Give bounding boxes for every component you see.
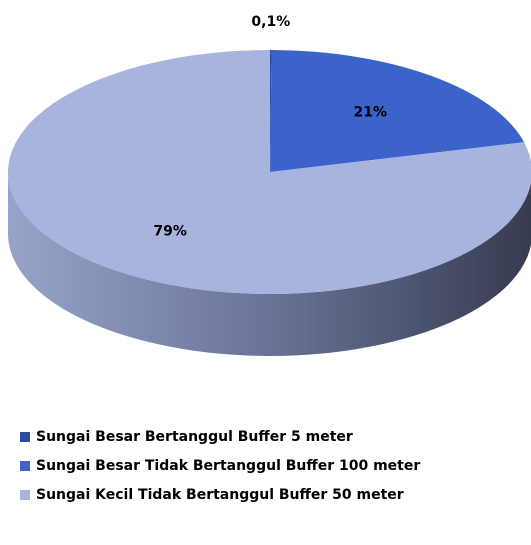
data-label: 79% [153,224,187,240]
legend-label: Sungai Besar Bertanggul Buffer 5 meter [36,429,353,445]
legend-swatch [20,490,30,500]
legend-label: Sungai Besar Tidak Bertanggul Buffer 100… [36,458,420,474]
legend-swatch [20,432,30,442]
slice-side [8,172,531,356]
slice [270,50,525,172]
data-label: 0,1% [251,14,290,30]
legend-swatch [20,461,30,471]
slice [8,50,531,294]
slice [270,50,272,172]
data-label: 21% [354,104,388,120]
legend-label: Sungai Kecil Tidak Bertanggul Buffer 50 … [36,487,404,503]
